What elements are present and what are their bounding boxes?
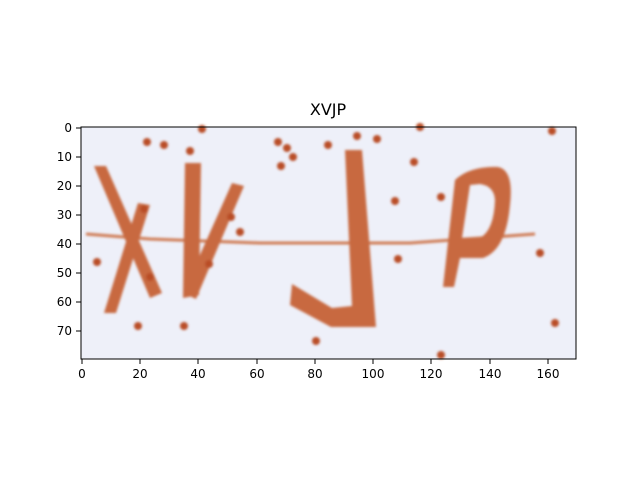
y-tick-label: 0 bbox=[64, 121, 72, 135]
axes-frame bbox=[80, 126, 577, 360]
captcha-image bbox=[85, 123, 559, 359]
x-tick-label: 80 bbox=[307, 367, 322, 381]
y-tick-label: 10 bbox=[57, 150, 72, 164]
y-tick-label: 40 bbox=[57, 237, 72, 251]
x-tick-label: 0 bbox=[78, 367, 86, 381]
x-tick-label: 40 bbox=[190, 367, 205, 381]
plot-title: XVJP bbox=[309, 100, 347, 119]
y-tick-labels: 0 10 20 30 40 50 60 70 bbox=[57, 121, 72, 338]
noise-dots bbox=[93, 123, 559, 359]
x-axis bbox=[81, 359, 549, 364]
glyph-v bbox=[183, 163, 244, 299]
y-tick-label: 60 bbox=[57, 295, 72, 309]
y-tick-label: 30 bbox=[57, 208, 72, 222]
y-axis bbox=[76, 127, 81, 332]
x-tick-label: 140 bbox=[479, 367, 502, 381]
y-tick-label: 50 bbox=[57, 266, 72, 280]
x-tick-label: 20 bbox=[132, 367, 147, 381]
x-tick-label: 100 bbox=[362, 367, 385, 381]
y-tick-label: 70 bbox=[57, 324, 72, 338]
glyph-p bbox=[443, 166, 511, 287]
x-tick-labels: 0 20 40 60 80 100 120 140 160 bbox=[78, 367, 559, 381]
x-tick-label: 160 bbox=[537, 367, 560, 381]
glyph-x bbox=[94, 166, 162, 313]
x-tick-label: 120 bbox=[420, 367, 443, 381]
glyph-j bbox=[290, 150, 376, 327]
x-tick-label: 60 bbox=[249, 367, 264, 381]
y-tick-label: 20 bbox=[57, 179, 72, 193]
